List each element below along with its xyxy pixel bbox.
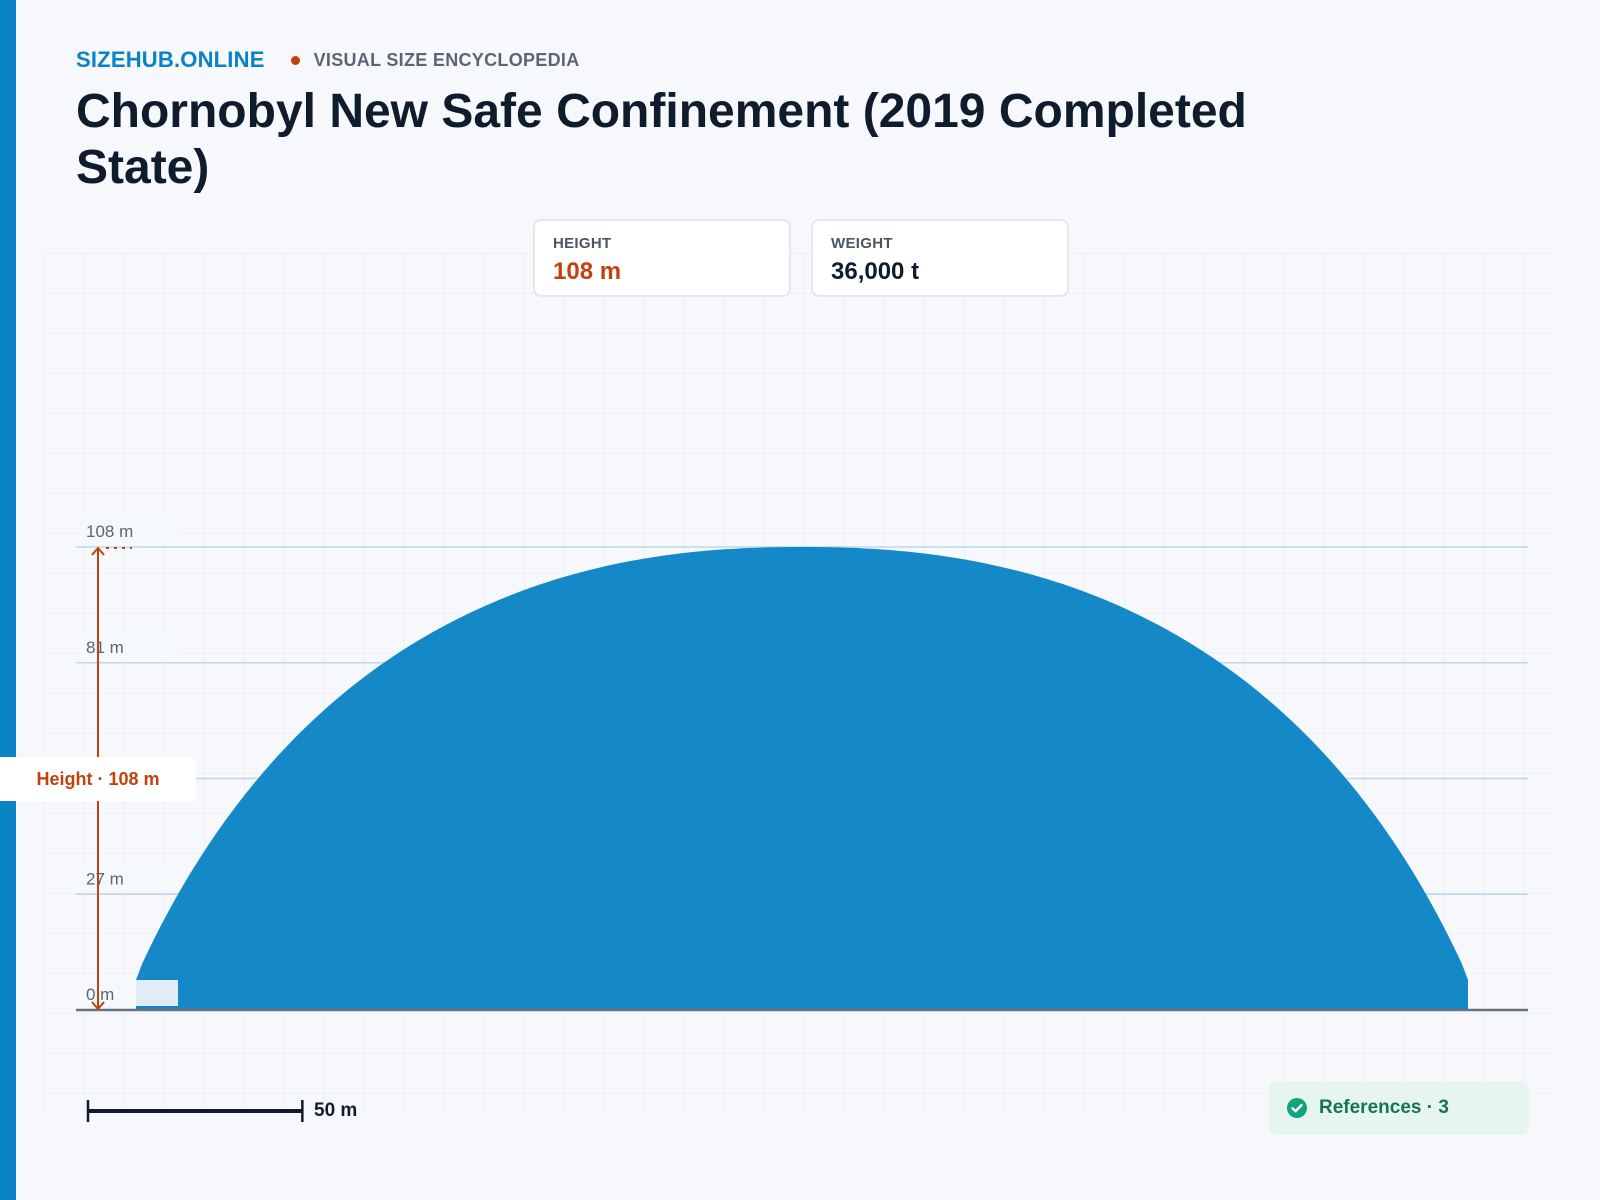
- tick-label-81: 81 m: [86, 638, 124, 657]
- tick-label-27: 27 m: [86, 869, 124, 888]
- tick-label-bg: [80, 517, 178, 543]
- tick-labels: 0 m 27 m 81 m 108 m: [80, 517, 178, 1006]
- height-stat-label: HEIGHT: [553, 235, 612, 252]
- references-label: References · 3: [1319, 1097, 1449, 1118]
- tick-label-bg: [80, 980, 178, 1006]
- brand-tagline: VISUAL SIZE ENCYCLOPEDIA: [313, 49, 580, 70]
- tick-label-bg: [80, 864, 178, 891]
- height-stat-value: 108 m: [553, 258, 622, 285]
- brand-separator-dot: [290, 55, 300, 65]
- object-silhouette: [136, 547, 1468, 1010]
- height-stat-card: HEIGHT 108 m: [533, 219, 791, 297]
- scale-bar-label: 50 m: [314, 1100, 358, 1121]
- tick-label-108: 108 m: [86, 522, 133, 541]
- weight-stat-value: 36,000 t: [831, 258, 920, 285]
- height-arrow-head-top: [91, 546, 105, 556]
- height-annotation: Height · 108 m: [0, 757, 196, 801]
- height-arrow-head-bottom: [91, 1001, 105, 1011]
- scale-bar: [86, 1100, 304, 1122]
- page-title: Chornobyl New Safe Confinement (2019 Com…: [76, 85, 1247, 194]
- references-button[interactable]: References · 3: [1269, 1081, 1529, 1135]
- weight-stat-label: WEIGHT: [831, 235, 893, 252]
- check-circle-icon: [1287, 1098, 1307, 1118]
- tick-label-0: 0 m: [86, 985, 114, 1004]
- brand-link[interactable]: SIZEHUB.ONLINE: [76, 47, 265, 72]
- brand-row: SIZEHUB.ONLINE VISUAL SIZE ENCYCLOPEDIA: [76, 47, 580, 73]
- weight-stat-card: WEIGHT 36,000 t: [811, 219, 1069, 297]
- left-accent-bar: [0, 0, 16, 1200]
- tick-label-bg: [80, 632, 178, 659]
